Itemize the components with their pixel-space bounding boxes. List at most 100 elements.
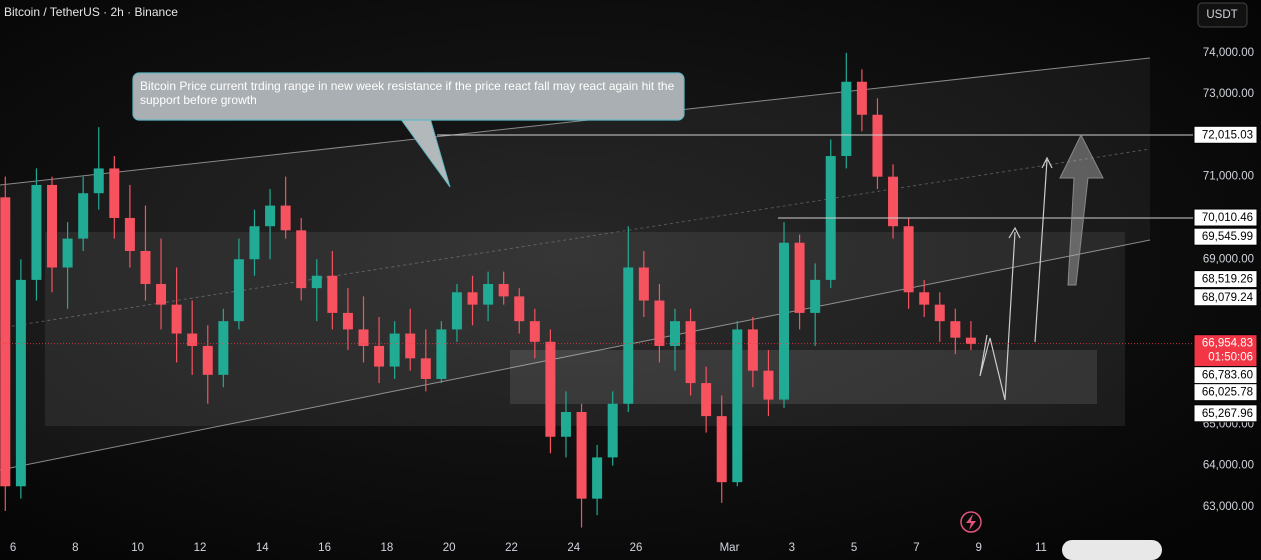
candle-body	[919, 292, 930, 305]
drawings	[0, 57, 1151, 471]
candle-body	[592, 457, 603, 499]
y-tick-label: 63,000.00	[1203, 501, 1254, 513]
candle-body	[327, 275, 338, 313]
x-tick-label: 3	[789, 542, 795, 554]
candle-body	[888, 176, 899, 227]
channel	[0, 58, 1150, 470]
candle-body	[358, 329, 369, 346]
projection-path	[1034, 159, 1048, 343]
candle-body	[950, 321, 961, 338]
price-level-label: 70,010.46	[1202, 212, 1253, 224]
candle-body	[669, 321, 680, 346]
x-tick-label: 7	[913, 542, 919, 554]
price-level-box	[1193, 270, 1258, 289]
x-tick-label: 18	[380, 542, 393, 554]
candle-body	[265, 205, 276, 227]
candle-body	[545, 341, 556, 437]
x-tick-label: 14	[256, 542, 269, 554]
candle-body	[342, 312, 353, 330]
price-level-label: 68,079.24	[1202, 292, 1254, 304]
x-tick-label: 5	[851, 542, 857, 554]
arrow-head	[1008, 226, 1021, 239]
candle-body	[374, 345, 385, 367]
candle-body	[483, 284, 494, 305]
candle-body	[15, 279, 26, 487]
candle-body	[872, 114, 883, 177]
price-level-box	[1193, 383, 1258, 402]
price-level-box	[1193, 227, 1258, 246]
price-level-label: 68,519.26	[1202, 274, 1253, 286]
y-tick-label: 69,000.00	[1203, 253, 1254, 265]
x-tick-label: 26	[630, 542, 643, 554]
x-tick-label: 12	[194, 542, 207, 554]
candle-body	[93, 168, 104, 194]
current-price-label: 66,954.83	[1202, 338, 1253, 350]
price-level-label: 65,267.96	[1202, 408, 1253, 420]
candle-body	[156, 284, 167, 305]
widget[interactable]	[1062, 540, 1162, 560]
candle-body	[654, 300, 665, 346]
candle-body	[607, 403, 618, 458]
price-level-label: 66,025.78	[1202, 387, 1253, 399]
candle-body	[965, 337, 976, 344]
candle-body	[716, 416, 727, 483]
candle-body	[451, 292, 462, 330]
candle-body	[31, 184, 42, 280]
alert-bolt	[966, 514, 976, 530]
candle-body	[78, 193, 89, 239]
x-tick-label: 8	[72, 542, 78, 554]
x-tick-label: 11	[1035, 542, 1047, 554]
candle-body	[856, 81, 867, 115]
candle-body	[841, 81, 852, 157]
candle-body	[218, 321, 229, 375]
countdown: 01:50:06	[1208, 352, 1253, 364]
chart-title: Bitcoin / TetherUS · 2h · Binance	[4, 5, 178, 19]
candle-body	[233, 259, 244, 322]
x-tick-label: 22	[505, 542, 518, 554]
y-tick-label: 73,000.00	[1203, 88, 1254, 100]
x-tick-label: Mar	[720, 542, 740, 554]
price-level-box	[1193, 288, 1258, 307]
support-zone	[510, 350, 1097, 404]
candle-body	[794, 242, 805, 313]
currency-button[interactable]	[1197, 2, 1248, 28]
price-level-box	[1193, 208, 1258, 227]
candle-body	[171, 304, 182, 334]
candle-body	[202, 345, 213, 375]
candle-body	[747, 329, 758, 371]
candle-body	[934, 304, 945, 322]
arrow-head	[1041, 156, 1053, 169]
candle-body	[514, 296, 525, 322]
y-tick-label: 64,000.00	[1203, 460, 1254, 472]
growth-arrow	[1059, 133, 1104, 286]
x-tick-label: 20	[443, 542, 456, 554]
candle-body	[47, 184, 58, 268]
candle-body	[389, 333, 400, 367]
candle-body	[560, 411, 571, 437]
annotation: Bitcoin Price current trding range in ne…	[140, 79, 675, 107]
candle-body	[249, 226, 260, 260]
candle-body	[529, 321, 540, 342]
x-tick-label: 16	[318, 542, 331, 554]
x-tick-label: 9	[975, 542, 981, 554]
alert-icon[interactable]	[960, 511, 982, 533]
candle-body	[436, 329, 447, 379]
candle-body	[405, 333, 416, 359]
candle-body	[109, 168, 120, 218]
candles	[0, 52, 976, 528]
candle-body	[701, 383, 712, 417]
candle-body	[62, 238, 73, 268]
candle-body	[685, 321, 696, 384]
price-level-box	[1193, 404, 1258, 423]
candle-body	[498, 284, 509, 297]
current-price-box	[1193, 334, 1258, 368]
candle-body	[140, 250, 151, 285]
candle-body	[576, 411, 587, 499]
candle-body	[779, 242, 790, 400]
currency[interactable]: USDT	[1206, 9, 1237, 21]
candle-body	[420, 358, 431, 379]
candle-body	[903, 226, 914, 293]
candle-body	[810, 279, 821, 313]
